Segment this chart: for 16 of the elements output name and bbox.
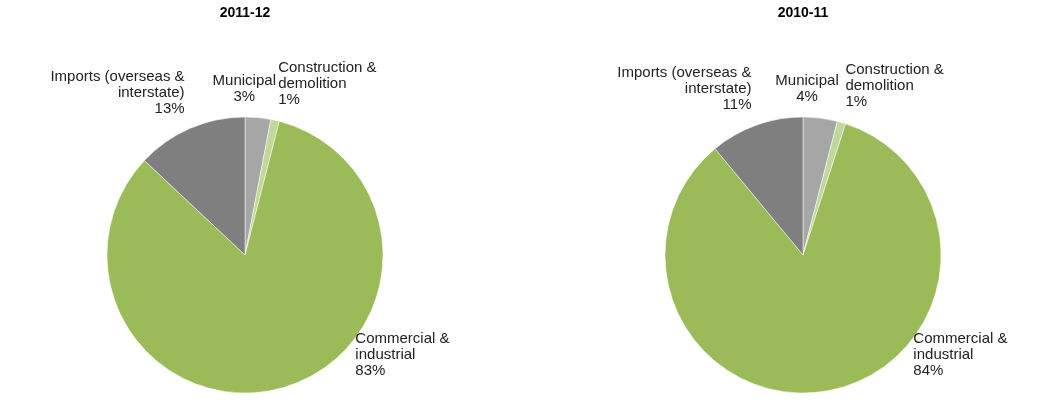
data-label: 4% [796, 87, 818, 105]
slice-label: Construction & demolition [278, 57, 377, 91]
data-label: 1% [278, 89, 300, 107]
slice-label: Commercial & industrial [355, 328, 450, 362]
data-label: 83% [355, 360, 386, 378]
data-label: 1% [845, 92, 868, 110]
data-label: 84% [913, 360, 944, 378]
slice-label: Imports (overseas & interstate) [617, 62, 752, 96]
slice-label: Municipal [212, 70, 276, 88]
chart-title: 2011-12 [219, 4, 271, 20]
slice-label: Commercial & industrial [913, 328, 1008, 362]
chart-title: 2010-11 [777, 4, 829, 20]
slice-label: Construction & demolition [845, 60, 944, 94]
data-label: 3% [233, 86, 256, 104]
slice-label: Municipal [775, 71, 839, 89]
slice-label: Imports (overseas & interstate) [50, 66, 185, 100]
